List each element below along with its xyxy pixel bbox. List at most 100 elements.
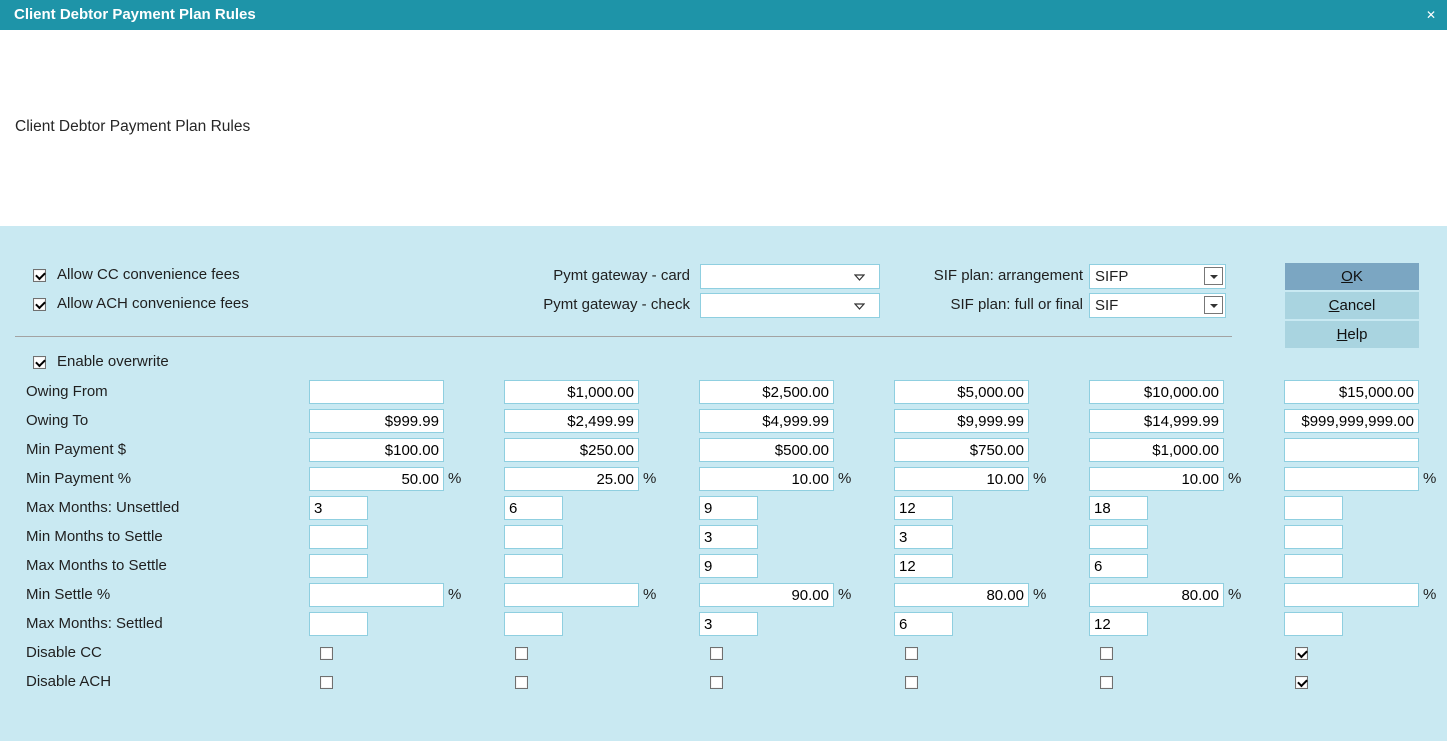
owing-to-input-col3[interactable] — [699, 409, 834, 433]
min-payment-input-col1[interactable] — [309, 467, 444, 491]
allow-ach-checkbox[interactable] — [33, 298, 46, 311]
min-months-to-settle-input-col6[interactable] — [1284, 525, 1343, 549]
min-payment-input-col3[interactable] — [699, 438, 834, 462]
max-months-settled-input-col3[interactable] — [699, 612, 758, 636]
sif-plan-full-or-final-dropdown[interactable]: SIF — [1089, 293, 1226, 318]
owing-to-input-col5[interactable] — [1089, 409, 1224, 433]
max-months-to-settle-input-col1[interactable] — [309, 554, 368, 578]
max-months-settled-input-col5[interactable] — [1089, 612, 1148, 636]
min-settle-input-col2[interactable] — [504, 583, 639, 607]
min-months-to-settle-input-col5[interactable] — [1089, 525, 1148, 549]
min-settle-input-col1[interactable] — [309, 583, 444, 607]
owing-from-input-col4[interactable] — [894, 380, 1029, 404]
min-settle-input-col6[interactable] — [1284, 583, 1419, 607]
disable-cc-checkbox-col4[interactable] — [905, 647, 918, 660]
min-months-to-settle-row-label: Min Months to Settle — [26, 528, 163, 545]
max-months-settled-input-col6[interactable] — [1284, 612, 1343, 636]
min-payment-input-col5[interactable] — [1089, 467, 1224, 491]
disable-cc-checkbox-col3[interactable] — [710, 647, 723, 660]
min-payment-input-col4[interactable] — [894, 438, 1029, 462]
percent-suffix: % — [1033, 470, 1047, 487]
sif-plan-arrangement-label: SIF plan: arrangement — [933, 267, 1083, 284]
max-months-unsettled-input-col6[interactable] — [1284, 496, 1343, 520]
chevron-down-icon — [854, 274, 865, 281]
enable-overwrite-checkbox[interactable] — [33, 356, 46, 369]
percent-suffix: % — [448, 470, 462, 487]
max-months-unsettled-input-col5[interactable] — [1089, 496, 1148, 520]
cancel-button-label: Cancel — [1328, 297, 1376, 314]
help-button-label: Help — [1336, 326, 1368, 343]
owing-from-input-col2[interactable] — [504, 380, 639, 404]
disable-cc-checkbox-col2[interactable] — [515, 647, 528, 660]
min-payment-input-col6[interactable] — [1284, 467, 1419, 491]
min-months-to-settle-input-col2[interactable] — [504, 525, 563, 549]
enable-overwrite-label: Enable overwrite — [57, 353, 169, 370]
disable-ach-checkbox-col2[interactable] — [515, 676, 528, 689]
max-months-to-settle-input-col2[interactable] — [504, 554, 563, 578]
ok-button-label: OK — [1341, 268, 1363, 285]
disable-cc-checkbox-col6[interactable] — [1295, 647, 1308, 660]
page-title: Client Debtor Payment Plan Rules — [15, 118, 251, 135]
max-months-settled-input-col1[interactable] — [309, 612, 368, 636]
ok-button[interactable]: OK — [1285, 263, 1419, 290]
disable-ach-checkbox-col5[interactable] — [1100, 676, 1113, 689]
max-months-unsettled-input-col3[interactable] — [699, 496, 758, 520]
max-months-to-settle-input-col6[interactable] — [1284, 554, 1343, 578]
allow-cc-label: Allow CC convenience fees — [57, 266, 240, 283]
min-payment-input-col2[interactable] — [504, 467, 639, 491]
percent-suffix: % — [1423, 470, 1437, 487]
min-payment-input-col4[interactable] — [894, 467, 1029, 491]
window-title: Client Debtor Payment Plan Rules — [14, 6, 256, 23]
pymt-gateway-check-label: Pymt gateway - check — [543, 296, 690, 313]
max-months-unsettled-input-col2[interactable] — [504, 496, 563, 520]
min-payment-input-col6[interactable] — [1284, 438, 1419, 462]
max-months-settled-input-col4[interactable] — [894, 612, 953, 636]
owing-to-input-col2[interactable] — [504, 409, 639, 433]
min-payment-input-col2[interactable] — [504, 438, 639, 462]
pymt-gateway-card-dropdown[interactable] — [700, 264, 880, 289]
owing-from-input-col5[interactable] — [1089, 380, 1224, 404]
disable-ach-checkbox-col3[interactable] — [710, 676, 723, 689]
min-months-to-settle-input-col4[interactable] — [894, 525, 953, 549]
dropdown-arrow-icon[interactable] — [1204, 267, 1223, 285]
pymt-gateway-check-dropdown[interactable] — [700, 293, 880, 318]
percent-suffix: % — [643, 586, 657, 603]
max-months-settled-row-label: Max Months: Settled — [26, 615, 163, 632]
sif-plan-arrangement-value: SIFP — [1095, 268, 1129, 285]
owing-from-input-col3[interactable] — [699, 380, 834, 404]
sif-plan-arrangement-dropdown[interactable]: SIFP — [1089, 264, 1226, 289]
dropdown-arrow-icon[interactable] — [1204, 296, 1223, 314]
min-settle-input-col3[interactable] — [699, 583, 834, 607]
max-months-to-settle-row-label: Max Months to Settle — [26, 557, 167, 574]
min-months-to-settle-input-col3[interactable] — [699, 525, 758, 549]
owing-from-input-col1[interactable] — [309, 380, 444, 404]
disable-ach-checkbox-col1[interactable] — [320, 676, 333, 689]
disable-ach-checkbox-col4[interactable] — [905, 676, 918, 689]
max-months-unsettled-input-col4[interactable] — [894, 496, 953, 520]
close-icon[interactable]: ✕ — [1425, 8, 1437, 22]
allow-cc-checkbox[interactable] — [33, 269, 46, 282]
help-button[interactable]: Help — [1285, 321, 1419, 348]
cancel-button[interactable]: Cancel — [1285, 292, 1419, 319]
min-settle-input-col5[interactable] — [1089, 583, 1224, 607]
max-months-unsettled-input-col1[interactable] — [309, 496, 368, 520]
disable-cc-checkbox-col5[interactable] — [1100, 647, 1113, 660]
min-settle-input-col4[interactable] — [894, 583, 1029, 607]
min-payment-input-col5[interactable] — [1089, 438, 1224, 462]
owing-to-input-col4[interactable] — [894, 409, 1029, 433]
percent-suffix: % — [1228, 470, 1242, 487]
min-payment-input-col3[interactable] — [699, 467, 834, 491]
owing-to-input-col6[interactable] — [1284, 409, 1419, 433]
max-months-to-settle-input-col4[interactable] — [894, 554, 953, 578]
max-months-to-settle-input-col3[interactable] — [699, 554, 758, 578]
min-payment-input-col1[interactable] — [309, 438, 444, 462]
max-months-to-settle-input-col5[interactable] — [1089, 554, 1148, 578]
disable-cc-checkbox-col1[interactable] — [320, 647, 333, 660]
owing-from-input-col6[interactable] — [1284, 380, 1419, 404]
owing-to-input-col1[interactable] — [309, 409, 444, 433]
disable-ach-checkbox-col6[interactable] — [1295, 676, 1308, 689]
max-months-settled-input-col2[interactable] — [504, 612, 563, 636]
percent-suffix: % — [643, 470, 657, 487]
section-divider — [15, 336, 1232, 337]
min-months-to-settle-input-col1[interactable] — [309, 525, 368, 549]
